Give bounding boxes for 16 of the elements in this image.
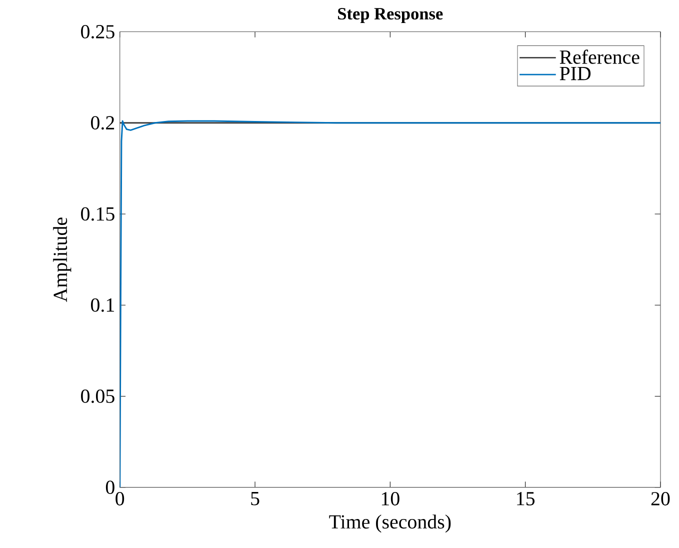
y-tick-label: 0.05 <box>81 389 114 403</box>
legend-label: Reference <box>560 50 640 64</box>
y-tick-label: 0.15 <box>81 207 114 221</box>
x-tick-label: 10 <box>382 492 400 506</box>
y-tick-label: 0 <box>106 480 114 494</box>
y-axis-title: Amplitude <box>53 218 72 302</box>
x-axis-title: Time (seconds) <box>329 514 451 533</box>
y-tick-label: 0.1 <box>90 298 114 312</box>
x-tick-label: 20 <box>651 492 670 506</box>
x-tick-label: 5 <box>251 492 260 506</box>
x-tick-label: 15 <box>517 492 535 506</box>
legend-label: PID <box>560 66 591 80</box>
chart-title: Step Response <box>338 8 443 23</box>
x-tick-label: 0 <box>116 492 124 506</box>
y-tick-label: 0.2 <box>90 116 114 130</box>
y-tick-label: 0.25 <box>81 24 114 38</box>
